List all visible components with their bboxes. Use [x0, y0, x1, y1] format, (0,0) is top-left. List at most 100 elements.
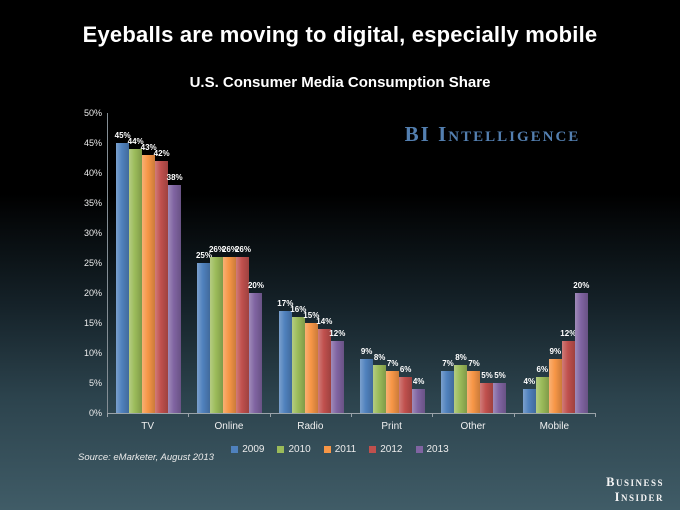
bar-value-label: 7% — [468, 359, 480, 368]
bar-2012-mobile: 12% — [560, 329, 576, 413]
y-tick-label: 0% — [88, 408, 102, 418]
bar-2012-online: 26% — [235, 245, 251, 413]
bar-value-label: 6% — [536, 365, 549, 374]
y-tick-label: 20% — [83, 288, 102, 298]
x-axis-tick — [188, 413, 190, 417]
bar-value-label: 25% — [195, 251, 212, 260]
bar-2013-online: 20% — [248, 281, 264, 413]
bar-value-label: 5% — [494, 371, 506, 380]
legend-swatch-2010 — [277, 446, 285, 453]
bar-value-label: 7% — [386, 359, 399, 368]
x-category-label-mobile: Mobile — [539, 421, 570, 432]
bar-2011-mobile: 9% — [548, 347, 562, 413]
legend-item-2013: 2013 — [415, 444, 449, 455]
bar-2011-online: 26% — [222, 245, 238, 413]
bar-2011-tv: 43% — [141, 143, 157, 413]
bar-2010-print: 8% — [373, 353, 387, 413]
y-tick-label: 30% — [83, 228, 102, 238]
legend-item-2012: 2012 — [369, 444, 403, 455]
x-category-label-online: Online — [214, 421, 244, 432]
bar-2011-print: 7% — [386, 359, 400, 413]
bar-value-label: 7% — [442, 359, 454, 368]
bar-2010-other: 8% — [454, 353, 468, 413]
bar-value-label: 8% — [373, 353, 386, 362]
bar-value-label: 20% — [573, 281, 590, 290]
bar-2009-online: 25% — [196, 251, 212, 413]
bar-value-label: 43% — [140, 143, 157, 152]
legend-item-2010: 2010 — [277, 444, 311, 455]
source-note: Source: eMarketer, August 2013 — [78, 452, 214, 463]
bar-value-label: 5% — [481, 371, 493, 380]
y-tick-label: 10% — [83, 348, 102, 358]
bar-2010-radio: 16% — [290, 305, 306, 413]
x-category-label-other: Other — [460, 421, 486, 432]
bar-2013-mobile: 20% — [573, 281, 589, 413]
bar-group-online: 25% 26% 26% 26% 20% — [189, 113, 270, 413]
bar-value-label: 26% — [221, 245, 238, 254]
y-tick-label: 5% — [88, 378, 102, 388]
bar-value-label: 4% — [412, 377, 425, 386]
x-axis-tick — [432, 413, 434, 417]
bar-2010-tv: 44% — [128, 137, 144, 413]
bar-2009-print: 9% — [360, 347, 374, 413]
bar-2011-other: 7% — [467, 359, 481, 413]
bar-2010-mobile: 6% — [535, 365, 549, 413]
bar-2009-other: 7% — [441, 359, 455, 413]
bar-2012-print: 6% — [399, 365, 413, 413]
bar-value-label: 8% — [455, 353, 467, 362]
business-insider-line1: Business — [606, 475, 664, 490]
x-axis-tick — [513, 413, 515, 417]
bar-group-mobile: 4% 6% 9% 12% 20% — [515, 113, 596, 413]
bar-value-label: 14% — [316, 317, 333, 326]
x-axis-tick — [107, 413, 108, 417]
legend-label: 2010 — [288, 444, 311, 455]
bi-intelligence-logo: BI Intelligence — [404, 122, 581, 146]
bar-value-label: 6% — [399, 365, 412, 374]
page-title: Eyeballs are moving to digital, especial… — [82, 22, 598, 47]
x-axis-tick — [269, 413, 271, 417]
x-category-label-radio: Radio — [297, 421, 324, 432]
bar-2012-other: 5% — [480, 371, 494, 413]
bar-2011-radio: 15% — [303, 311, 319, 413]
bar-group-other: 7% 8% 7% 5% 5% — [433, 113, 514, 413]
legend-label: 2011 — [334, 444, 357, 455]
bars-container: 45% 44% 43% 42% 38% 25% 26% 26% 26% 20% 17% 16% 15% 1… — [108, 113, 596, 413]
legend-label: 2009 — [242, 444, 265, 455]
legend: 2009 2010 2011 2012 2013 — [0, 444, 680, 455]
bar-2013-radio: 12% — [329, 329, 345, 413]
bar-value-label: 9% — [360, 347, 373, 356]
bar-value-label: 12% — [560, 329, 577, 338]
x-category-label-tv: TV — [141, 421, 155, 432]
legend-swatch-2009 — [231, 446, 239, 453]
bar-value-label: 20% — [247, 281, 264, 290]
y-tick-label: 35% — [83, 198, 102, 208]
y-tick-label: 45% — [83, 138, 102, 148]
bar-2009-tv: 45% — [115, 131, 131, 413]
y-tick-label: 25% — [83, 258, 102, 268]
bar-value-label: 26% — [234, 245, 251, 254]
legend-item-2009: 2009 — [231, 444, 264, 455]
bar-2013-tv: 38% — [167, 173, 183, 413]
bar-2010-online: 26% — [209, 245, 225, 413]
bar-2013-other: 5% — [493, 371, 507, 413]
bar-value-label: 45% — [114, 131, 131, 140]
legend-swatch-2012 — [369, 446, 377, 453]
bar-value-label: 15% — [303, 311, 320, 320]
business-insider-logo: Business Insider — [606, 475, 664, 504]
bar-value-label: 42% — [153, 149, 170, 158]
bar-2009-radio: 17% — [277, 299, 293, 413]
bar-group-radio: 17% 16% 15% 14% 12% — [271, 113, 352, 413]
y-tick-label: 15% — [83, 318, 102, 328]
legend-label: 2013 — [426, 444, 449, 455]
legend-swatch-2011 — [323, 446, 331, 453]
bar-2012-tv: 42% — [154, 149, 170, 413]
legend-swatch-2013 — [415, 446, 423, 453]
bar-value-label: 44% — [127, 137, 144, 146]
legend-item-2011: 2011 — [323, 444, 357, 455]
x-category-label-print: Print — [381, 421, 402, 432]
x-axis-tick — [351, 413, 352, 417]
y-tick-label: 50% — [83, 108, 102, 118]
bar-value-label: 38% — [166, 173, 183, 182]
bar-value-label: 12% — [329, 329, 346, 338]
